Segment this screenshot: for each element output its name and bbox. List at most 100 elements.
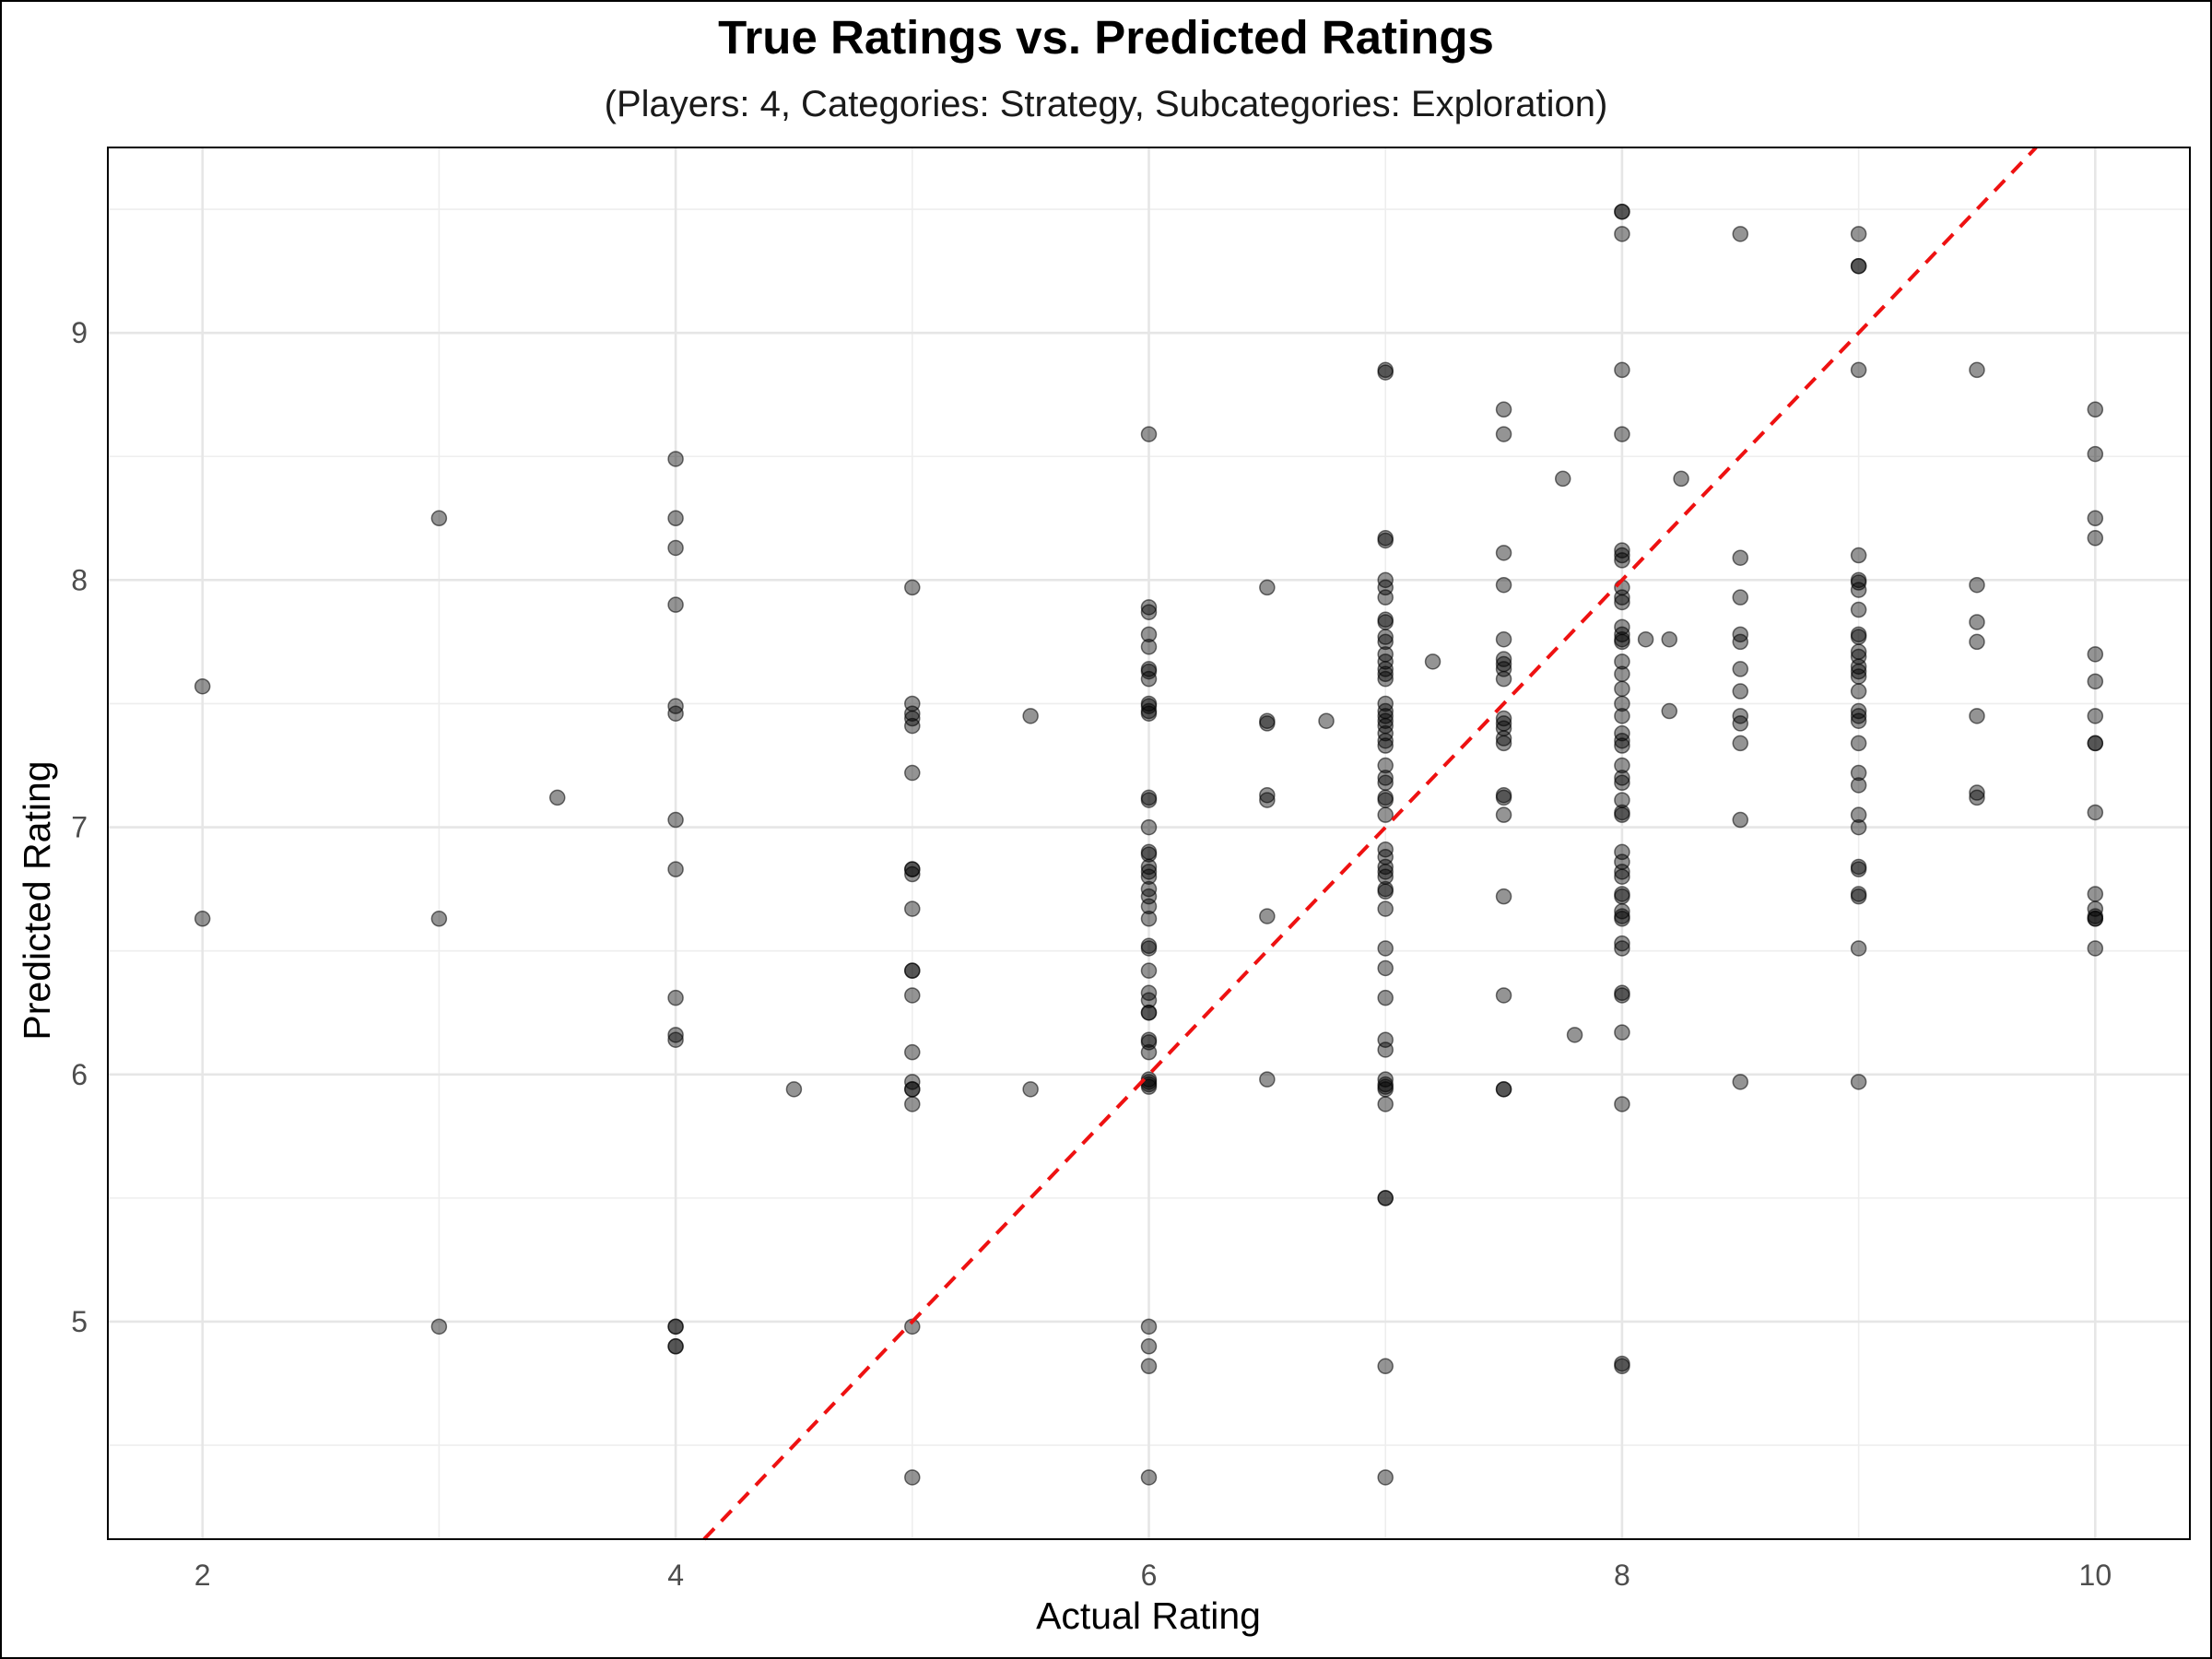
y-tick-label: 7 — [71, 811, 88, 844]
data-point — [667, 1027, 684, 1043]
data-point — [904, 764, 921, 782]
data-point — [1732, 735, 1749, 752]
data-point — [1732, 633, 1749, 651]
data-point — [548, 789, 566, 806]
data-point — [1614, 633, 1630, 651]
data-point — [1661, 630, 1677, 648]
data-point — [2087, 804, 2104, 821]
plot-panel-border — [107, 147, 2191, 1540]
data-point — [1495, 670, 1512, 688]
data-point — [1318, 712, 1335, 729]
data-point — [1377, 614, 1394, 630]
data-point — [1377, 1190, 1394, 1206]
data-point — [1566, 1027, 1583, 1043]
data-point — [1614, 757, 1630, 774]
data-point — [1377, 532, 1394, 549]
data-point — [1969, 789, 1985, 806]
data-point — [1377, 757, 1394, 774]
data-point — [1732, 549, 1749, 566]
data-point — [1614, 774, 1630, 792]
data-point — [1850, 712, 1867, 729]
y-tick-label: 9 — [71, 316, 88, 349]
data-point — [1140, 599, 1158, 616]
y-axis-title: Predicted Rating — [16, 760, 58, 1040]
data-point — [1140, 626, 1158, 643]
data-point — [1969, 614, 1985, 630]
reference-line-group — [702, 146, 2038, 1541]
data-point — [1969, 361, 1985, 379]
data-points — [194, 203, 2104, 1486]
x-axis-ticks: 2 4 6 8 10 — [194, 1559, 2112, 1592]
data-point — [430, 510, 448, 527]
data-point — [1614, 547, 1630, 564]
x-axis-title: Actual Rating — [1036, 1594, 1261, 1637]
data-point — [1850, 777, 1867, 794]
data-point — [667, 451, 684, 467]
data-point — [1969, 784, 1985, 801]
data-point — [1614, 653, 1630, 670]
x-tick-label: 8 — [1614, 1559, 1630, 1592]
data-point — [667, 989, 684, 1006]
data-point — [1661, 702, 1677, 720]
data-point — [430, 1318, 448, 1335]
data-point — [1377, 737, 1394, 754]
data-point — [904, 705, 921, 722]
data-point — [1140, 426, 1158, 442]
data-point — [1614, 806, 1630, 823]
data-point — [1140, 604, 1158, 620]
data-point — [904, 1469, 921, 1486]
data-point — [667, 539, 684, 557]
x-tick-label: 2 — [194, 1559, 211, 1592]
data-point — [2087, 708, 2104, 724]
data-point — [667, 705, 684, 722]
data-point — [1377, 883, 1394, 900]
data-point — [1140, 705, 1158, 722]
data-point — [1140, 846, 1158, 863]
data-point — [1495, 545, 1512, 561]
data-point — [1614, 203, 1630, 220]
data-point — [1614, 1096, 1630, 1112]
data-point — [1140, 940, 1158, 957]
data-point — [1614, 770, 1630, 786]
data-point — [1259, 579, 1276, 596]
data-point — [1850, 764, 1867, 782]
data-point — [1850, 257, 1867, 275]
data-point — [1614, 737, 1630, 754]
data-point — [2087, 735, 2104, 752]
data-point — [1140, 992, 1158, 1009]
data-point — [1140, 818, 1158, 836]
data-point — [1614, 361, 1630, 379]
data-point — [1377, 629, 1394, 645]
data-point — [1259, 715, 1276, 732]
data-point — [194, 677, 211, 695]
data-point — [1850, 818, 1867, 836]
data-point — [1140, 670, 1158, 688]
data-point — [1614, 1358, 1630, 1375]
data-point — [1259, 1071, 1276, 1088]
data-point — [1969, 576, 1985, 594]
data-point — [667, 510, 684, 527]
data-point — [1969, 708, 1985, 724]
data-point — [1495, 789, 1512, 806]
data-point — [1732, 715, 1749, 732]
data-point — [1377, 959, 1394, 977]
data-point — [1850, 1074, 1867, 1090]
data-point — [1424, 653, 1441, 670]
data-point — [1850, 735, 1867, 752]
data-point — [1850, 708, 1867, 724]
data-point — [1614, 589, 1630, 606]
data-point — [1377, 1081, 1394, 1098]
data-point — [904, 1043, 921, 1061]
data-point — [1614, 552, 1630, 569]
chart-subtitle: (Players: 4, Categories: Strategy, Subca… — [605, 84, 1608, 124]
data-point — [1377, 1358, 1394, 1375]
data-point — [2087, 940, 2104, 957]
data-point — [1850, 361, 1867, 379]
data-point — [1614, 935, 1630, 952]
data-point — [1614, 708, 1630, 724]
data-point — [1377, 670, 1394, 688]
data-point — [1732, 683, 1749, 700]
data-point — [667, 811, 684, 829]
